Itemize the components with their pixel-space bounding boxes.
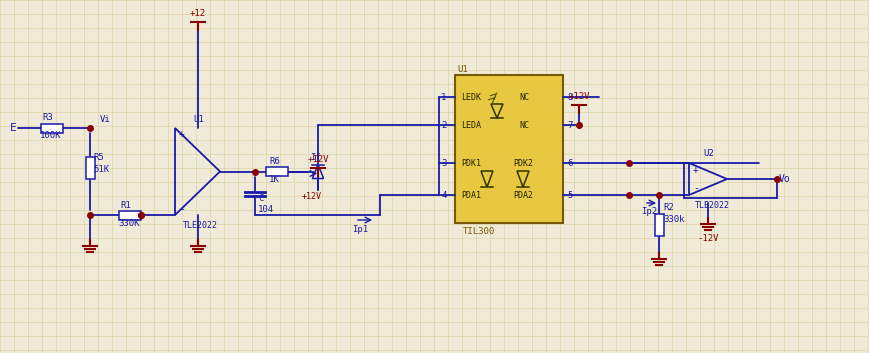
Text: NC: NC	[519, 92, 529, 102]
Bar	[654, 214, 664, 236]
Text: 6: 6	[567, 158, 573, 168]
Text: U1: U1	[193, 115, 203, 125]
Text: +12V: +12V	[302, 192, 322, 201]
Bar	[119, 210, 141, 220]
Text: +12: +12	[189, 9, 206, 18]
Text: Vi: Vi	[100, 115, 110, 125]
Text: 8: 8	[567, 92, 573, 102]
Text: +: +	[693, 165, 699, 175]
Text: Ip1: Ip1	[352, 226, 368, 234]
Bar	[266, 167, 288, 176]
Text: PDK1: PDK1	[461, 158, 481, 168]
Text: 51K: 51K	[93, 166, 109, 174]
Text: -: -	[693, 183, 699, 193]
Text: Ip2: Ip2	[641, 207, 657, 215]
Text: 1: 1	[441, 92, 447, 102]
Text: -12V: -12V	[697, 234, 719, 243]
Text: LEDA: LEDA	[461, 120, 481, 130]
Text: R2: R2	[663, 203, 673, 211]
Text: PDA1: PDA1	[461, 191, 481, 199]
Text: 330k: 330k	[663, 215, 685, 223]
Text: TLE2022: TLE2022	[695, 201, 730, 209]
Text: U1: U1	[457, 65, 468, 73]
Text: PDA2: PDA2	[513, 191, 533, 199]
Text: 4: 4	[441, 191, 447, 199]
Text: PDK2: PDK2	[513, 158, 533, 168]
Text: R6: R6	[269, 157, 280, 166]
Text: LEDK: LEDK	[461, 92, 481, 102]
Text: 1K: 1K	[269, 175, 280, 184]
Text: 7: 7	[567, 120, 573, 130]
Text: 100K: 100K	[40, 132, 62, 140]
Text: 104: 104	[258, 205, 274, 214]
Text: 3: 3	[441, 158, 447, 168]
Text: NC: NC	[519, 120, 529, 130]
Text: 2: 2	[441, 120, 447, 130]
Text: 330K: 330K	[118, 219, 140, 227]
Text: -: -	[179, 204, 185, 214]
Text: R5: R5	[93, 154, 103, 162]
Bar	[455, 75, 563, 223]
Text: C: C	[258, 194, 263, 203]
Text: +12V: +12V	[568, 92, 590, 101]
Text: +: +	[179, 129, 185, 139]
Text: TLE2022: TLE2022	[183, 221, 218, 229]
Text: TIL300: TIL300	[463, 227, 495, 235]
Text: R3: R3	[42, 114, 53, 122]
Text: R1: R1	[120, 201, 130, 209]
Bar	[85, 157, 95, 179]
Text: E: E	[10, 123, 17, 133]
Text: +12V: +12V	[308, 155, 328, 163]
Text: U2: U2	[703, 150, 713, 158]
Bar	[41, 124, 63, 132]
Text: Vo: Vo	[779, 174, 791, 184]
Text: If: If	[310, 153, 321, 162]
Text: 5: 5	[567, 191, 573, 199]
